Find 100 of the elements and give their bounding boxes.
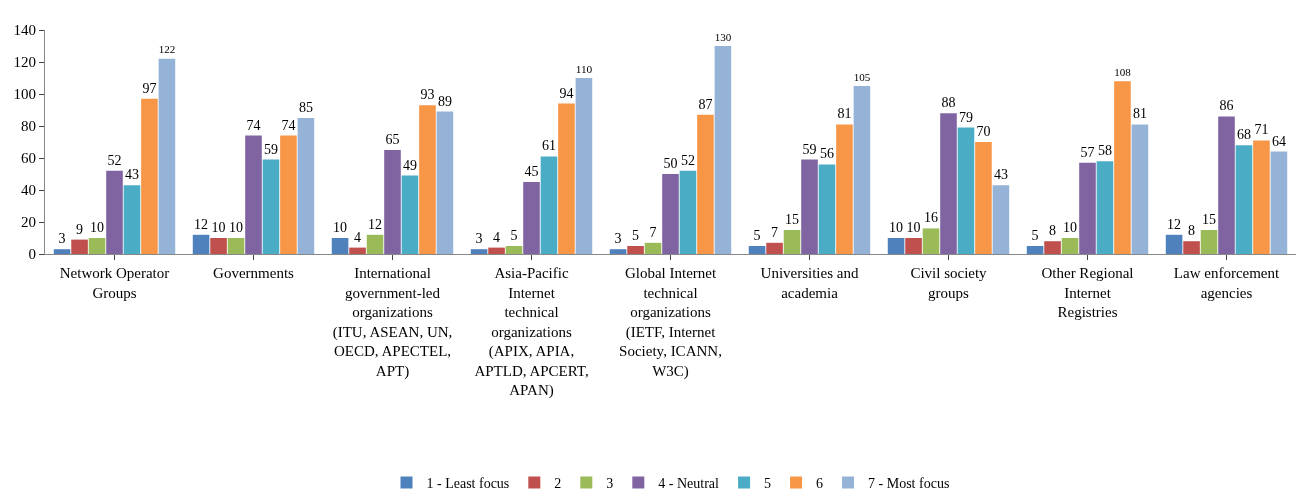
data-label: 5 <box>1031 228 1039 243</box>
data-label: 10 <box>889 220 904 235</box>
bar <box>349 247 366 254</box>
data-label: 49 <box>402 157 417 173</box>
data-label: 3 <box>475 231 483 247</box>
data-label: 4 <box>493 229 501 245</box>
data-label: 45 <box>524 164 539 179</box>
y-tick-label: 40 <box>21 182 36 199</box>
legend-label: 6 <box>816 476 824 492</box>
bar <box>992 185 1010 254</box>
data-label: 10 <box>90 220 105 235</box>
data-label: 85 <box>298 100 313 115</box>
bar <box>1183 241 1200 254</box>
x-tick-label: International government-led organizations (ITU, ASEAN, UN, OECD, APECTEL, APT) <box>332 265 453 380</box>
legend-label: 7 - Most focus <box>868 476 950 492</box>
bar <box>818 164 836 254</box>
bar <box>280 135 297 254</box>
bar <box>766 242 783 254</box>
bar <box>53 249 71 254</box>
legend-label: 3 <box>606 476 614 492</box>
legend-label: 4 - Neutral <box>658 476 720 492</box>
legend-label: 1 - Least focus <box>426 476 510 492</box>
bar <box>836 124 853 254</box>
data-label: 10 <box>333 220 348 235</box>
bar <box>1131 124 1149 254</box>
bar <box>940 113 957 254</box>
data-label: 65 <box>385 132 400 147</box>
data-label: 71 <box>1254 122 1269 138</box>
bar <box>1026 246 1044 254</box>
x-tick-label: Global Internet technical organizations (IETF, Internet Society, ICANN, W3C) <box>619 265 722 380</box>
data-label: 15 <box>785 212 800 227</box>
bar <box>1270 151 1288 254</box>
data-label: 3 <box>58 231 66 247</box>
data-label: 97 <box>142 80 157 96</box>
bar <box>975 142 992 254</box>
x-tick-label: Other Regional Internet Registries <box>1041 265 1134 320</box>
bar <box>922 228 940 254</box>
bar <box>366 234 384 254</box>
bar <box>505 246 523 254</box>
x-tick-label: Universities and academia <box>760 265 859 301</box>
bar <box>419 105 436 254</box>
data-label: 5 <box>753 228 761 243</box>
bar <box>297 118 315 254</box>
data-label: 58 <box>1097 143 1112 159</box>
y-tick-label: 140 <box>13 22 36 39</box>
bar <box>1114 81 1131 254</box>
y-tick-label: 0 <box>28 246 36 263</box>
bar <box>957 127 975 254</box>
bar <box>905 238 922 254</box>
data-label: 3 <box>614 231 622 247</box>
data-label: 10 <box>1063 220 1078 235</box>
bar <box>192 234 210 254</box>
bar <box>644 242 662 254</box>
data-label: 10 <box>229 220 244 235</box>
bar <box>1096 161 1114 254</box>
data-label: 57 <box>1080 144 1095 160</box>
bar <box>748 246 766 254</box>
bar <box>887 238 905 254</box>
legend-label: 2 <box>554 476 562 492</box>
data-label: 15 <box>1202 212 1217 227</box>
bar <box>783 230 801 254</box>
data-label: 12 <box>194 216 209 232</box>
y-tick-label: 100 <box>13 86 36 103</box>
data-label: 8 <box>1188 223 1196 239</box>
data-label: 12 <box>1167 216 1182 232</box>
x-tick-label: Law enforcement agencies <box>1173 265 1281 301</box>
y-tick-label: 60 <box>21 150 36 167</box>
data-label: 68 <box>1236 127 1251 143</box>
data-label: 5 <box>510 228 518 243</box>
data-label: 81 <box>837 106 852 122</box>
bar <box>1235 145 1253 254</box>
data-label: 5 <box>632 228 640 243</box>
bar <box>210 238 227 254</box>
data-label: 50 <box>663 156 678 171</box>
data-label: 10 <box>906 220 921 235</box>
bar <box>697 114 714 254</box>
data-label: 70 <box>976 124 991 139</box>
data-label: 122 <box>158 43 176 56</box>
data-label: 81 <box>1132 106 1147 122</box>
data-label: 110 <box>575 62 593 75</box>
data-label: 74 <box>281 117 296 133</box>
data-label: 43 <box>124 167 139 183</box>
bar <box>470 249 488 254</box>
bar <box>227 238 245 254</box>
bar <box>123 185 141 254</box>
data-label: 86 <box>1219 98 1234 114</box>
bar <box>714 46 732 254</box>
bar <box>331 238 349 254</box>
data-label: 105 <box>853 70 871 83</box>
data-label: 87 <box>698 96 713 112</box>
bar <box>575 78 593 254</box>
data-label: 108 <box>1114 65 1132 78</box>
bar <box>1253 140 1270 254</box>
legend-label: 5 <box>764 476 772 492</box>
data-label: 79 <box>958 109 973 125</box>
bar <box>401 175 419 254</box>
bar <box>71 239 88 254</box>
bar <box>1200 230 1218 254</box>
x-tick-label: Civil society groups <box>910 265 988 301</box>
data-label: 16 <box>924 210 939 226</box>
